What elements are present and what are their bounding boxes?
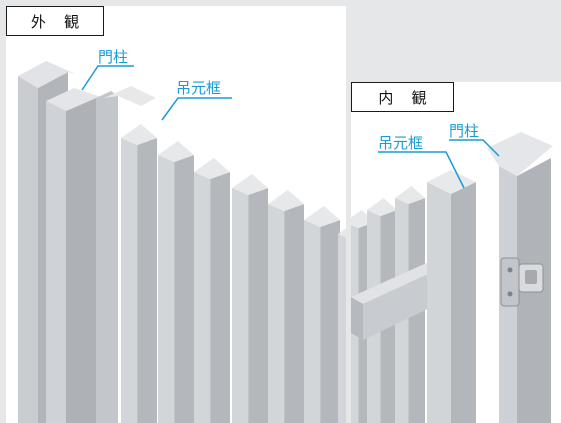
exterior-view-panel: 外 観 門柱 吊元框 xyxy=(6,6,346,423)
interior-view-panel: 内 観 門柱 吊元框 xyxy=(351,82,561,423)
exterior-slat xyxy=(194,158,230,423)
interior-gate-post-leader xyxy=(449,139,500,157)
interior-gate-post-callout: 門柱 xyxy=(449,122,480,140)
exterior-fence-illustration xyxy=(18,61,346,423)
exterior-gate-post-callout: 門柱 xyxy=(98,48,129,66)
exterior-slat xyxy=(268,190,304,423)
exterior-hanging-frame-callout: 吊元框 xyxy=(176,79,222,97)
exterior-fence-slats xyxy=(121,124,346,423)
interior-hanging-frame-leader xyxy=(378,151,465,189)
interior-hanging-frame-shape xyxy=(427,170,476,423)
exterior-hanging-frame-leader xyxy=(161,97,232,121)
interior-hanging-frame-callout: 吊元框 xyxy=(378,134,424,152)
interior-view-label: 内 観 xyxy=(351,82,454,112)
exterior-slat xyxy=(232,174,268,423)
gate-hinge-icon xyxy=(500,257,544,307)
exterior-slat xyxy=(338,228,346,423)
exterior-gate-post-leader xyxy=(81,65,134,91)
interior-fence-illustration xyxy=(351,132,553,423)
exterior-slat xyxy=(158,141,194,423)
exterior-slat xyxy=(121,124,157,423)
exterior-view-label: 外 観 xyxy=(6,6,104,36)
exterior-slat xyxy=(304,206,340,423)
hanging-frame-shape xyxy=(46,86,156,423)
